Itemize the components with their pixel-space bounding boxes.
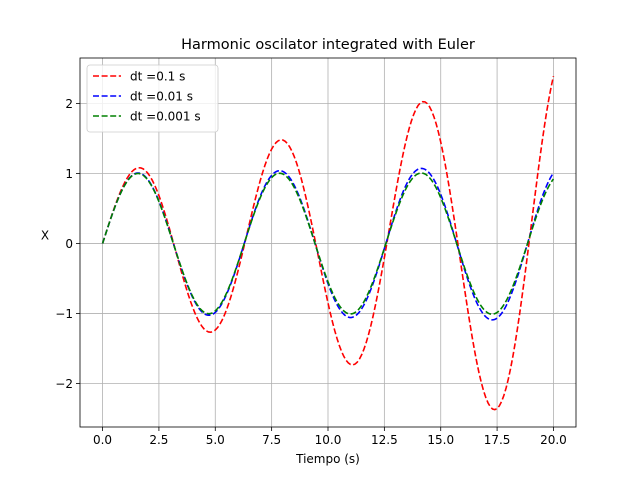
y-tick-label: 0 xyxy=(65,237,73,251)
x-tick-label: 12.5 xyxy=(371,433,398,447)
x-tick-label: 20.0 xyxy=(540,433,567,447)
y-tick-label: −1 xyxy=(55,307,73,321)
legend-entry-label: dt =0.1 s xyxy=(130,70,185,84)
y-tick-label: 1 xyxy=(65,167,73,181)
x-tick-label: 7.5 xyxy=(262,433,281,447)
y-tick-label: −2 xyxy=(55,377,73,391)
legend-entry-label: dt =0.001 s xyxy=(130,110,201,124)
chart-title: Harmonic oscilator integrated with Euler xyxy=(181,37,475,53)
grid-lines xyxy=(80,58,576,427)
series-lines xyxy=(101,75,555,411)
x-axis-ticks: 0.0 2.5 5.0 7.5 10.0 12.5 15.0 17.5 20.0 xyxy=(93,427,567,447)
x-tick-label: 5.0 xyxy=(206,433,225,447)
y-tick-label: 2 xyxy=(65,97,73,111)
legend-entry-label: dt =0.01 s xyxy=(130,90,193,104)
x-axis-label: Tiempo (s) xyxy=(295,452,360,466)
x-tick-label: 0.0 xyxy=(93,433,112,447)
legend: dt =0.1 s dt =0.01 s dt =0.001 s xyxy=(86,64,219,133)
y-axis-label: X xyxy=(41,229,49,243)
series-line-3 xyxy=(101,172,555,315)
y-axis-ticks: −2 −1 0 1 2 xyxy=(55,97,80,391)
x-tick-label: 17.5 xyxy=(484,433,511,447)
x-tick-label: 15.0 xyxy=(427,433,454,447)
x-tick-label: 2.5 xyxy=(149,433,168,447)
series-line-1 xyxy=(101,75,555,411)
x-tick-label: 10.0 xyxy=(315,433,342,447)
